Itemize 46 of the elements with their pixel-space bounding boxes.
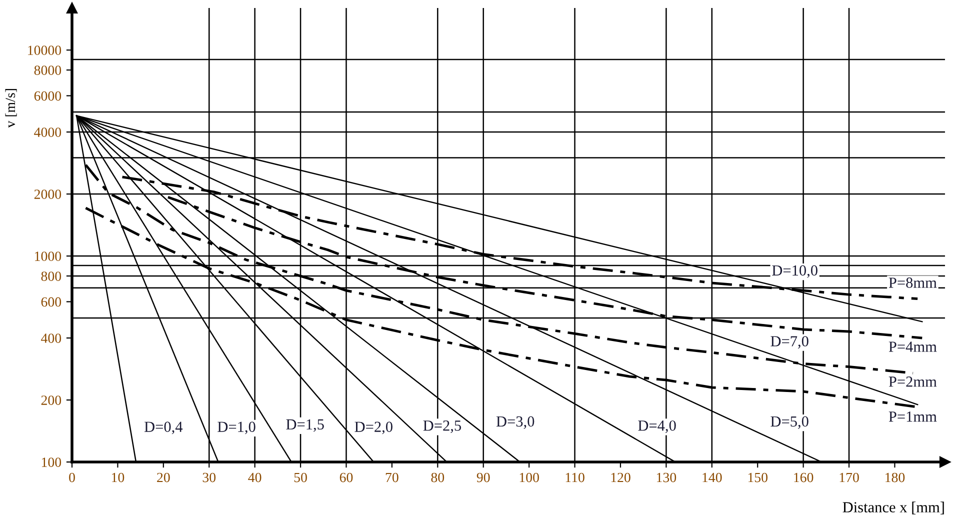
y-tick-label: 2000 xyxy=(34,190,62,199)
x-tick-label: 150 xyxy=(748,472,768,482)
x-tick-label: 110 xyxy=(566,472,584,482)
annotation: P=8mm xyxy=(888,278,937,288)
y-axis-title: v [m/s] xyxy=(5,89,17,128)
y-tick-label: 6000 xyxy=(34,91,62,101)
y-tick-label: 200 xyxy=(41,396,62,405)
x-tick-label: 100 xyxy=(520,472,539,482)
x-tick-label: 80 xyxy=(431,472,444,482)
y-tick-label: 800 xyxy=(41,272,62,281)
x-tick-label: 180 xyxy=(886,472,905,482)
x-tick-label: 30 xyxy=(202,472,216,482)
annotation: P=4mm xyxy=(888,342,937,352)
y-tick-label: 1000 xyxy=(35,252,62,261)
annotation: D=1,5 xyxy=(286,419,324,432)
x-tick-label: 140 xyxy=(702,472,722,482)
x-tick-label: 0 xyxy=(69,472,75,482)
x-tick-label: 120 xyxy=(611,472,630,482)
y-tick-label: 8000 xyxy=(34,66,62,75)
y-tick-label: 4000 xyxy=(34,128,62,137)
annotation: D=3,0 xyxy=(496,416,534,429)
x-axis-title: Distance x [mm] xyxy=(842,502,944,514)
y-tick-label: 600 xyxy=(41,297,62,307)
x-tick-label: 170 xyxy=(840,472,859,482)
x-tick-label: 160 xyxy=(794,472,814,482)
x-tick-label: 90 xyxy=(476,472,490,482)
x-tick-label: 10 xyxy=(112,472,124,482)
annotation: D=10,0 xyxy=(772,265,818,278)
x-tick-label: 60 xyxy=(340,472,353,482)
y-tick-label: 10000 xyxy=(28,46,62,55)
annotation: D=2,0 xyxy=(354,422,392,434)
annotation: D=4,0 xyxy=(638,420,676,433)
annotation: D=5,0 xyxy=(770,416,808,429)
x-tick-label: 20 xyxy=(157,472,170,482)
annotation: P=1mm xyxy=(888,412,937,422)
y-tick-label: 100 xyxy=(42,458,62,467)
x-tick-label: 40 xyxy=(248,472,262,482)
annotation: D=2,5 xyxy=(423,420,461,433)
x-tick-label: 70 xyxy=(386,472,398,482)
y-tick-label: 400 xyxy=(41,334,62,343)
annotation: D=7,0 xyxy=(770,336,808,349)
x-tick-label: 130 xyxy=(656,472,676,482)
annotation: D=1,0 xyxy=(218,422,256,434)
x-tick-label: 50 xyxy=(294,472,307,482)
annotation: D=0,4 xyxy=(144,422,183,434)
annotation: P=2mm xyxy=(888,376,937,387)
